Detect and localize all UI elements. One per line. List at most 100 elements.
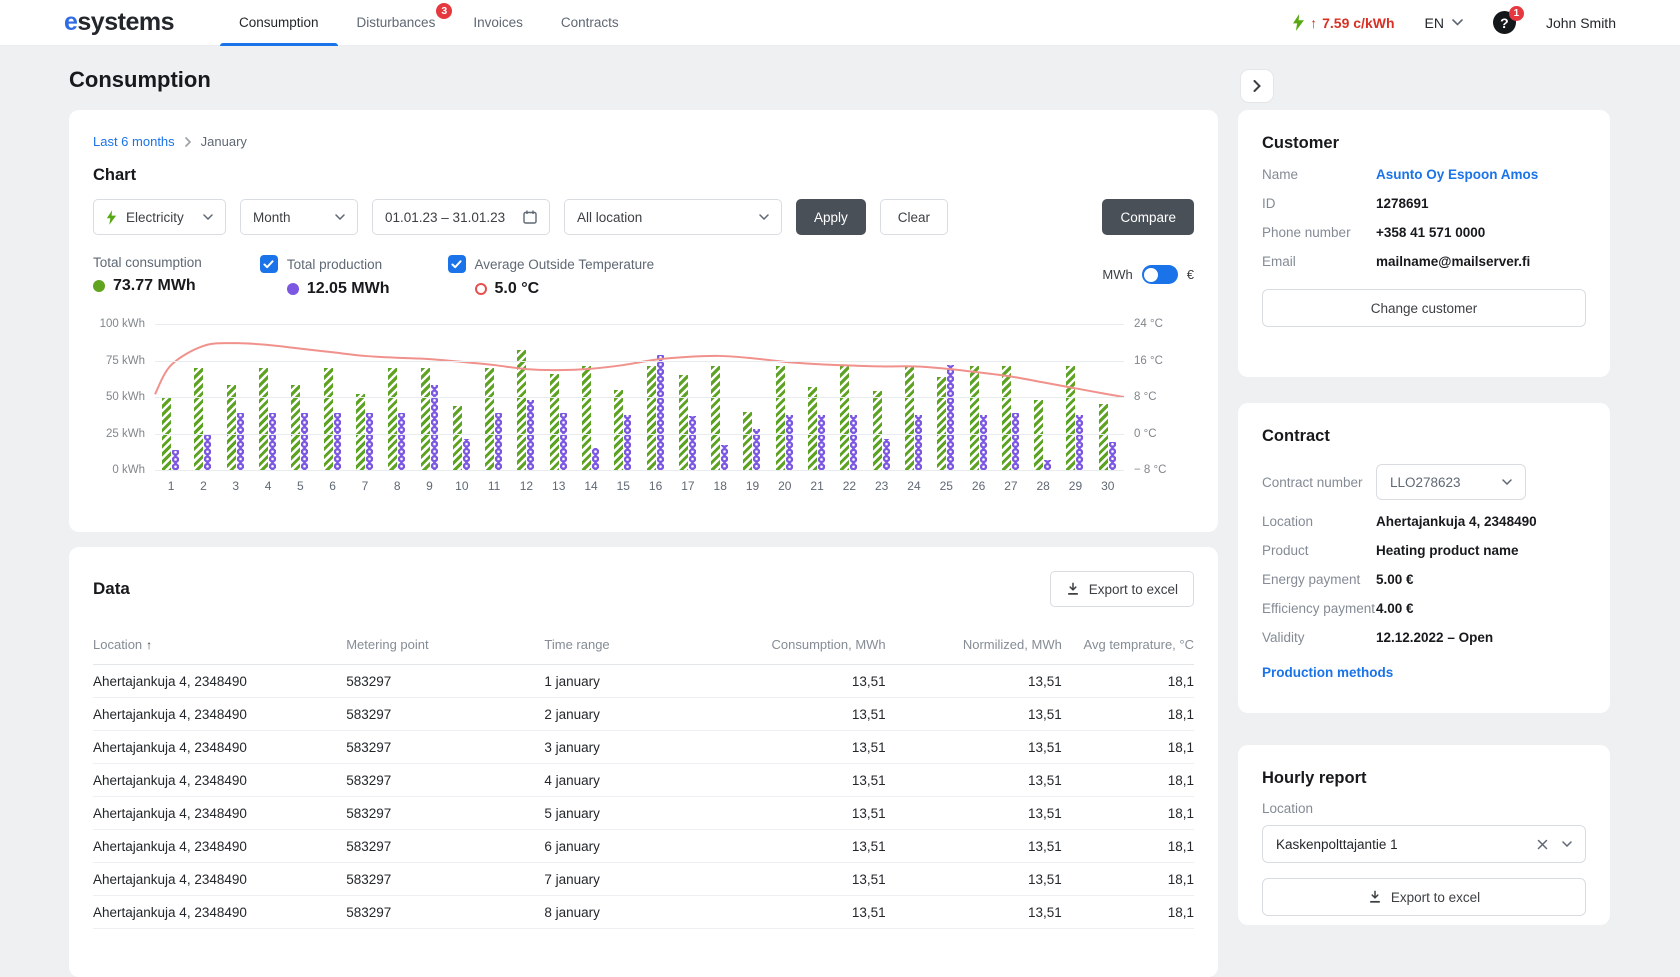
change-customer-button[interactable]: Change customer — [1262, 289, 1586, 327]
consumption-bar[interactable] — [582, 366, 591, 470]
production-checkbox[interactable] — [259, 255, 278, 273]
production-bar[interactable] — [720, 445, 730, 470]
production-bar[interactable] — [558, 413, 568, 470]
table-row[interactable]: Ahertajankuja 4, 2348490 583297 1 january 1… — [93, 664, 1194, 698]
production-bar[interactable] — [913, 414, 923, 470]
col-normilized[interactable]: Normilized, MWh — [885, 629, 1062, 665]
production-bar[interactable] — [849, 414, 859, 470]
production-bar[interactable] — [332, 413, 342, 470]
consumption-bar[interactable] — [904, 366, 914, 470]
production-bar[interactable] — [461, 439, 471, 470]
production-bar[interactable] — [687, 415, 697, 470]
consumption-bar[interactable] — [1034, 399, 1044, 470]
col-avg-temperature[interactable]: Avg temprature, °C — [1061, 629, 1194, 665]
customer-name-link[interactable]: Asunto Oy Espoon Amos — [1376, 167, 1539, 182]
breadcrumb-parent-link[interactable]: Last 6 months — [93, 134, 175, 149]
production-bar[interactable] — [817, 414, 827, 470]
consumption-bar[interactable] — [808, 386, 818, 470]
production-bar[interactable] — [203, 434, 213, 470]
resolution-select[interactable]: Month — [240, 199, 358, 235]
consumption-bar[interactable] — [259, 367, 269, 470]
col-metering-point[interactable]: Metering point — [346, 629, 545, 665]
production-bar[interactable] — [1010, 413, 1020, 470]
location-select[interactable]: All location — [564, 199, 782, 235]
production-bar[interactable] — [1043, 459, 1053, 470]
table-row[interactable]: Ahertajankuja 4, 2348490 583297 6 january 1… — [93, 829, 1194, 863]
contract-number-select[interactable]: LLO278623 — [1376, 464, 1526, 500]
production-bar[interactable] — [946, 364, 956, 470]
clear-location-icon[interactable] — [1537, 839, 1548, 850]
consumption-bar[interactable] — [775, 366, 785, 470]
table-row[interactable]: Ahertajankuja 4, 2348490 583297 3 january 1… — [93, 730, 1194, 764]
production-bar[interactable] — [978, 414, 988, 470]
language-selector[interactable]: EN — [1425, 15, 1463, 31]
consumption-bar[interactable] — [226, 385, 236, 470]
tab-disturbances[interactable]: Disturbances 3 — [338, 0, 455, 46]
hourly-location-select[interactable]: Kaskenpolttajantie 1 — [1262, 825, 1586, 863]
tab-contracts[interactable]: Contracts — [560, 15, 619, 30]
table-row[interactable]: Ahertajankuja 4, 2348490 583297 7 january 1… — [93, 862, 1194, 896]
consumption-bar[interactable] — [291, 385, 301, 470]
consumption-bar[interactable] — [646, 366, 656, 470]
consumption-bar[interactable] — [388, 367, 398, 470]
temperature-checkbox[interactable] — [447, 255, 466, 273]
consumption-bar[interactable] — [872, 391, 882, 470]
col-location[interactable]: Location ↑ — [93, 629, 347, 665]
production-bar[interactable] — [526, 399, 536, 470]
production-bar[interactable] — [784, 414, 794, 470]
consumption-bar[interactable] — [355, 394, 365, 470]
consumption-bar[interactable] — [517, 350, 527, 470]
consumption-bar[interactable] — [840, 366, 850, 470]
chevron-down-icon[interactable] — [1562, 841, 1572, 847]
production-bar[interactable] — [300, 413, 310, 470]
production-bar[interactable] — [1075, 414, 1085, 470]
production-bar[interactable] — [364, 413, 374, 470]
consumption-bar[interactable] — [711, 366, 721, 470]
production-bar[interactable] — [235, 413, 245, 470]
production-methods-link[interactable]: Production methods — [1262, 665, 1394, 680]
production-bar[interactable] — [623, 414, 633, 470]
production-bar[interactable] — [171, 449, 181, 470]
user-menu[interactable]: John Smith — [1545, 14, 1616, 31]
tab-invoices[interactable]: Invoices — [473, 15, 523, 30]
date-range-input[interactable]: 01.01.23 – 31.01.23 — [372, 199, 550, 235]
production-bar[interactable] — [397, 413, 407, 470]
energy-type-select[interactable]: Electricity — [93, 199, 226, 235]
production-bar[interactable] — [1107, 442, 1117, 470]
production-bar[interactable] — [429, 385, 439, 470]
consumption-bar[interactable] — [1066, 366, 1076, 470]
export-to-excel-button[interactable]: Export to excel — [1049, 571, 1194, 607]
consumption-bar[interactable] — [614, 389, 624, 470]
tab-consumption[interactable]: Consumption — [219, 0, 338, 46]
unit-toggle-switch[interactable] — [1141, 265, 1178, 284]
consumption-bar[interactable] — [1001, 366, 1011, 470]
sidebar-collapse-button[interactable] — [1240, 69, 1274, 103]
production-bar[interactable] — [881, 439, 891, 470]
table-row[interactable]: Ahertajankuja 4, 2348490 583297 8 january 1… — [93, 895, 1194, 929]
brand-logo[interactable]: esystems — [64, 10, 174, 35]
production-bar[interactable] — [752, 429, 762, 470]
compare-button[interactable]: Compare — [1102, 199, 1194, 235]
consumption-bar[interactable] — [194, 367, 204, 470]
consumption-bar[interactable] — [937, 376, 947, 470]
consumption-bar[interactable] — [969, 366, 979, 470]
hourly-export-button[interactable]: Export to excel — [1262, 878, 1586, 916]
apply-button[interactable]: Apply — [796, 199, 866, 235]
consumption-bar[interactable] — [743, 411, 753, 470]
consumption-bar[interactable] — [420, 367, 430, 470]
clear-button[interactable]: Clear — [879, 199, 949, 235]
production-bar[interactable] — [591, 448, 600, 470]
table-row[interactable]: Ahertajankuja 4, 2348490 583297 4 january 1… — [93, 763, 1194, 797]
table-row[interactable]: Ahertajankuja 4, 2348490 583297 5 january 1… — [93, 796, 1194, 830]
consumption-bar[interactable] — [452, 405, 462, 470]
consumption-bar[interactable] — [678, 375, 688, 470]
consumption-bar[interactable] — [485, 367, 495, 470]
consumption-bar[interactable] — [1098, 404, 1108, 470]
consumption-bar[interactable] — [549, 373, 559, 470]
production-bar[interactable] — [494, 413, 504, 470]
col-consumption[interactable]: Consumption, MWh — [731, 629, 886, 665]
production-bar[interactable] — [268, 413, 278, 470]
col-time-range[interactable]: Time range — [544, 629, 732, 665]
help-button[interactable]: ? 1 — [1492, 6, 1524, 34]
consumption-bar[interactable] — [323, 367, 333, 470]
